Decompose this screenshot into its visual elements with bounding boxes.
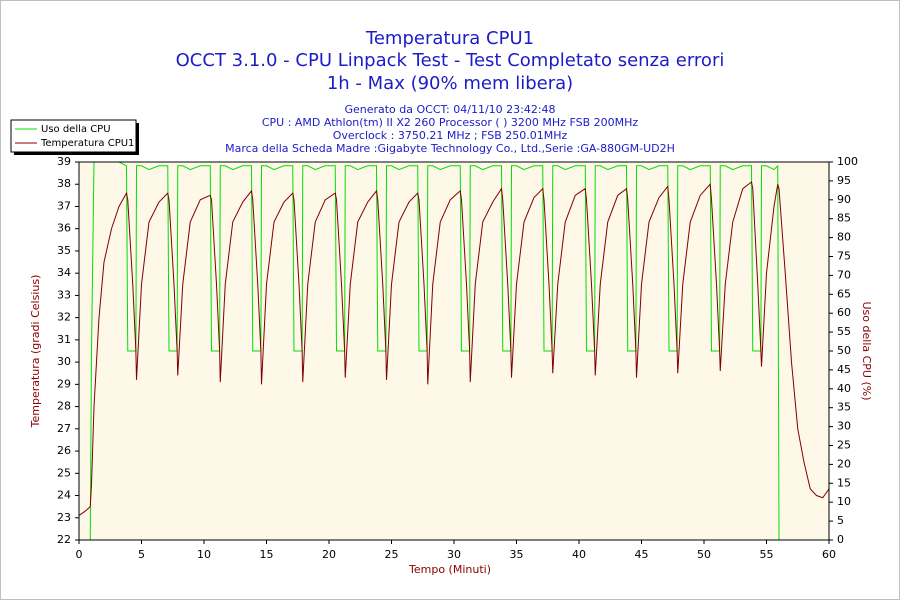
subtitle: Generato da OCCT: 04/11/10 23:42:48 xyxy=(344,103,555,116)
x-tick-label: 10 xyxy=(197,548,211,561)
subtitle: Overclock : 3750.21 MHz ; FSB 250.01MHz xyxy=(333,129,568,142)
y2-tick-label: 65 xyxy=(837,287,851,300)
y-axis-label: Temperatura (gradi Celsius) xyxy=(29,275,42,429)
y-tick-label: 38 xyxy=(57,177,71,190)
legend xyxy=(10,119,137,153)
x-tick-label: 55 xyxy=(760,548,774,561)
y-tick-label: 24 xyxy=(57,489,71,502)
y2-tick-label: 95 xyxy=(837,174,851,187)
y2-tick-label: 35 xyxy=(837,401,851,414)
series-line xyxy=(78,181,830,516)
y-tick-label: 33 xyxy=(57,288,71,301)
legend-label: Uso della CPU xyxy=(41,124,111,135)
chart-title: OCCT 3.1.0 - CPU Linpack Test - Test Com… xyxy=(176,50,725,71)
y-tick-label: 39 xyxy=(57,155,71,168)
y-tick-label: 31 xyxy=(57,333,71,346)
y2-tick-label: 15 xyxy=(837,476,851,489)
y-tick-label: 23 xyxy=(57,511,71,524)
plot-border xyxy=(78,161,830,541)
x-tick-label: 0 xyxy=(76,548,83,561)
plot-area xyxy=(79,162,829,540)
y2-tick-label: 5 xyxy=(837,514,844,527)
y2-tick-label: 85 xyxy=(837,212,851,225)
chart-title: Temperatura CPU1 xyxy=(365,28,534,49)
y2-tick-label: 25 xyxy=(837,439,851,452)
y-tick-label: 37 xyxy=(57,199,71,212)
x-tick-label: 35 xyxy=(510,548,524,561)
x-tick-label: 5 xyxy=(138,548,145,561)
y2-tick-label: 45 xyxy=(837,363,851,376)
y-tick-label: 22 xyxy=(57,533,71,546)
y2-tick-label: 100 xyxy=(837,155,858,168)
x-tick-label: 50 xyxy=(697,548,711,561)
y2-tick-label: 90 xyxy=(837,193,851,206)
y-tick-label: 26 xyxy=(57,444,71,457)
x-tick-label: 15 xyxy=(260,548,274,561)
x-tick-label: 25 xyxy=(385,548,399,561)
y2-axis-label: Uso della CPU (%) xyxy=(860,301,873,400)
y-tick-label: 27 xyxy=(57,422,71,435)
x-tick-label: 40 xyxy=(572,548,586,561)
x-tick-label: 45 xyxy=(635,548,649,561)
y2-tick-label: 10 xyxy=(837,495,851,508)
x-tick-label: 20 xyxy=(322,548,336,561)
y2-tick-label: 0 xyxy=(837,533,844,546)
y2-tick-label: 40 xyxy=(837,382,851,395)
y-tick-label: 28 xyxy=(57,400,71,413)
legend-label: Temperatura CPU1 xyxy=(40,138,134,149)
y-tick-label: 25 xyxy=(57,466,71,479)
y2-tick-label: 60 xyxy=(837,306,851,319)
x-tick-label: 60 xyxy=(822,548,836,561)
y2-tick-label: 75 xyxy=(837,250,851,263)
subtitle: Marca della Scheda Madre :Gigabyte Techn… xyxy=(225,142,675,155)
x-tick-label: 30 xyxy=(447,548,461,561)
y-tick-label: 30 xyxy=(57,355,71,368)
y2-tick-label: 55 xyxy=(837,325,851,338)
y-tick-label: 29 xyxy=(57,377,71,390)
y2-tick-label: 20 xyxy=(837,457,851,470)
y2-tick-label: 30 xyxy=(837,420,851,433)
y-tick-label: 35 xyxy=(57,244,71,257)
series-line xyxy=(79,161,829,541)
y2-tick-label: 70 xyxy=(837,268,851,281)
x-axis-label: Tempo (Minuti) xyxy=(408,563,491,576)
y-tick-label: 36 xyxy=(57,222,71,235)
y-tick-label: 32 xyxy=(57,311,71,324)
subtitle: CPU : AMD Athlon(tm) II X2 260 Processor… xyxy=(262,116,639,129)
y2-tick-label: 80 xyxy=(837,231,851,244)
chart-title: 1h - Max (90% mem libera) xyxy=(327,73,573,94)
y-tick-label: 34 xyxy=(57,266,71,279)
y2-tick-label: 50 xyxy=(837,344,851,357)
